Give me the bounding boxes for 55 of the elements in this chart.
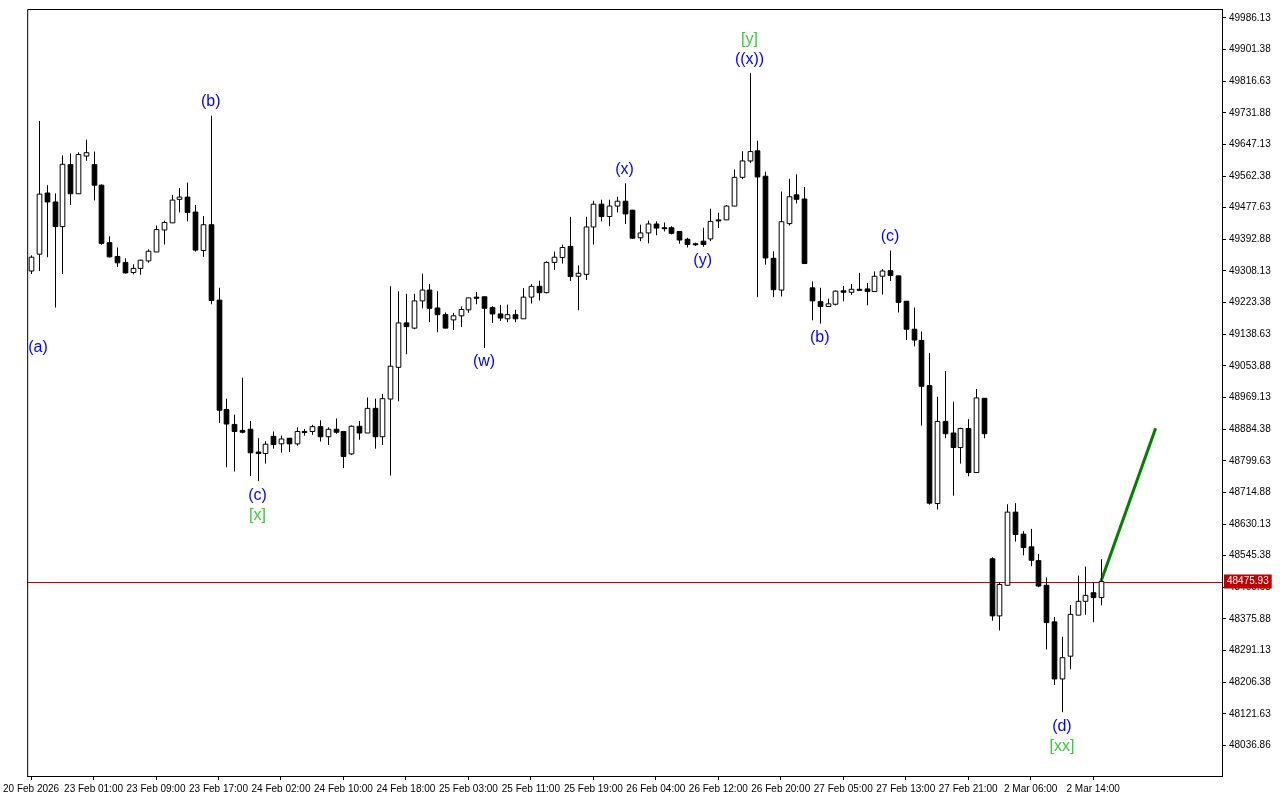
y-tick-label: 48630.13 (1229, 517, 1272, 529)
y-tick-label: 48799.63 (1229, 454, 1272, 466)
annotation: (b) (200, 92, 221, 110)
y-tick-label: 49477.63 (1229, 201, 1272, 213)
y-tick-label: 48036.86 (1229, 739, 1272, 751)
y-tick-label: 48291.13 (1229, 644, 1272, 656)
annotation: (x) (615, 159, 634, 177)
annotation: ((x)) (734, 49, 765, 67)
annotation: (d) (1052, 716, 1072, 734)
annotation: (b) (810, 328, 830, 346)
y-tick-label: 48714.88 (1229, 486, 1272, 498)
annotation: [x] (249, 505, 266, 523)
y-tick-label: 49223.38 (1229, 296, 1272, 308)
x-tick-label: 24 Feb 02:00 (251, 782, 311, 794)
x-tick-label: 20 Feb 2026 (2, 782, 60, 794)
annotation: (y) (693, 251, 713, 269)
y-tick-label: 49901.38 (1229, 43, 1272, 55)
y-tick-label: 48375.88 (1229, 612, 1272, 624)
x-tick-label: 27 Feb 05:00 (813, 782, 874, 794)
x-tick-label: 27 Feb 13:00 (876, 782, 936, 794)
y-tick-label: 48206.38 (1229, 675, 1272, 687)
y-tick-label: 48884.38 (1229, 422, 1272, 434)
annotation: [xx] (1049, 736, 1075, 754)
x-tick-label: 26 Feb 20:00 (751, 782, 811, 794)
y-tick-label: 48121.63 (1229, 707, 1272, 719)
x-tick-label: 24 Feb 10:00 (313, 782, 374, 794)
y-tick-label: 49816.63 (1229, 74, 1272, 86)
y-tick-label: 49138.63 (1229, 327, 1272, 339)
x-tick-label: 25 Feb 19:00 (563, 782, 624, 794)
x-tick-label: 2 Mar 06:00 (1003, 782, 1058, 794)
y-tick-label: 49392.88 (1229, 233, 1272, 245)
annotation: (c) (248, 485, 267, 503)
y-tick-label: 49986.13 (1229, 11, 1272, 23)
y-tick-label: 49053.88 (1229, 359, 1272, 371)
x-tick-label: 24 Feb 18:00 (376, 782, 436, 794)
y-tick-label: 49308.13 (1229, 264, 1272, 276)
ref-line-label: 48475.93 (1227, 575, 1270, 587)
x-tick-label: 25 Feb 11:00 (501, 782, 561, 794)
x-tick-label: 23 Feb 01:00 (64, 782, 124, 794)
annotation: (c) (880, 226, 900, 244)
y-tick-label: 49731.88 (1229, 106, 1272, 118)
x-tick-label: 26 Feb 04:00 (626, 782, 686, 794)
x-tick-label: 27 Feb 21:00 (938, 782, 999, 794)
y-tick-label: 48969.13 (1229, 391, 1272, 403)
x-tick-label: 23 Feb 17:00 (189, 782, 249, 794)
y-tick-label: 49562.38 (1229, 169, 1272, 181)
x-tick-label: 23 Feb 09:00 (126, 782, 186, 794)
y-tick-label: 49647.13 (1229, 138, 1272, 150)
y-tick-label: 48545.38 (1229, 549, 1272, 561)
annotation: (w) (472, 352, 496, 370)
annotation: [y] (741, 29, 758, 47)
annotation: (a) (28, 338, 48, 356)
x-tick-label: 2 Mar 14:00 (1066, 782, 1121, 794)
x-tick-label: 25 Feb 03:00 (438, 782, 499, 794)
x-tick-label: 26 Feb 12:00 (688, 782, 749, 794)
